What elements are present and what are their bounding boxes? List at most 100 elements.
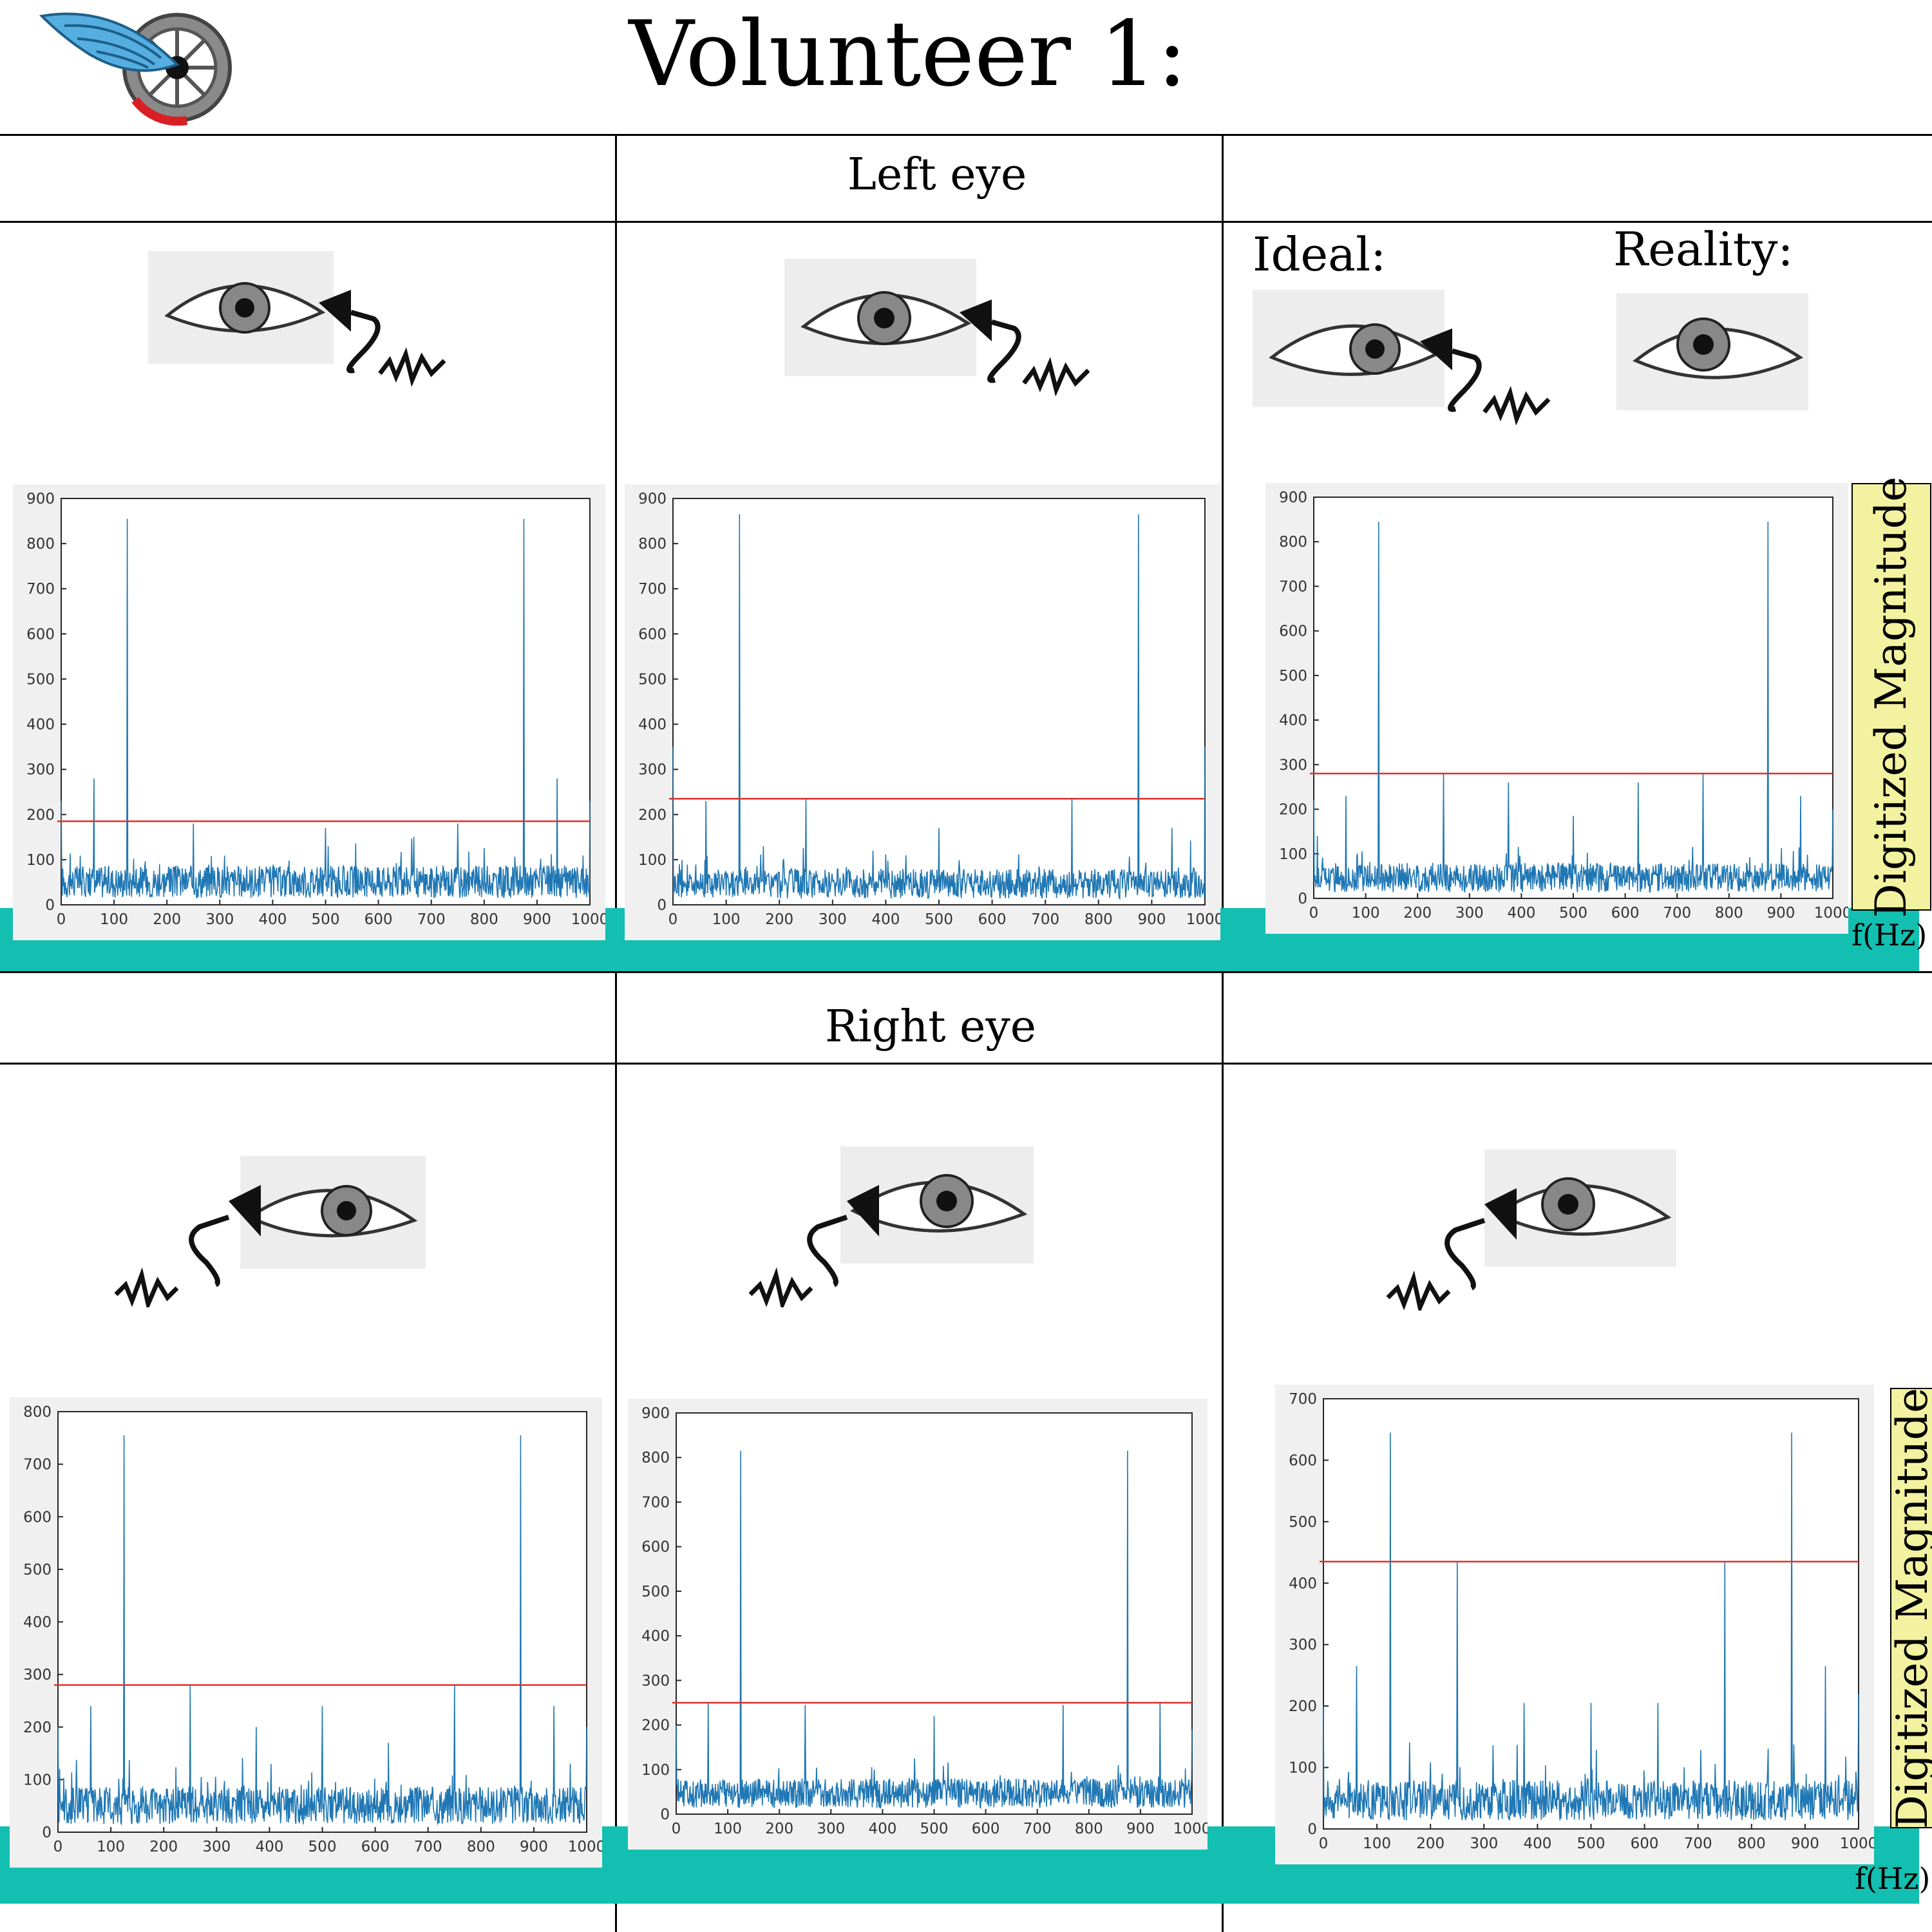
x-tick-label: 500 xyxy=(1559,905,1587,922)
y-tick-label: 700 xyxy=(23,1457,52,1473)
x-tick-label: 1000 xyxy=(568,1839,602,1855)
x-tick-label: 200 xyxy=(149,1839,178,1855)
y-axis-label-text: Digitized Magnitude xyxy=(1888,1387,1932,1829)
spectrum-chart: 0 100 200 300 400 500 600 700 800 900 1000 0 100 200 3… xyxy=(1265,483,1848,934)
y-tick-label: 500 xyxy=(641,1584,670,1600)
eye-icon xyxy=(1253,290,1444,407)
x-tick-label: 700 xyxy=(1023,1821,1052,1837)
y-tick-label: 0 xyxy=(42,1824,52,1841)
x-tick-label: 500 xyxy=(312,911,340,928)
y-tick-label: 900 xyxy=(641,1405,670,1422)
y-tick-label: 900 xyxy=(1279,489,1307,506)
x-tick-label: 800 xyxy=(470,911,498,928)
y-tick-label: 400 xyxy=(23,1615,52,1631)
microphone-icon xyxy=(316,283,457,387)
caption-ideal: Ideal: xyxy=(1253,227,1387,281)
x-tick-label: 900 xyxy=(1137,911,1166,928)
x-tick-label: 0 xyxy=(53,1839,63,1855)
x-tick-label: 100 xyxy=(97,1839,125,1855)
x-tick-label: 300 xyxy=(819,911,847,928)
spectrum-series-line xyxy=(676,1450,1193,1810)
spectrum-series-line xyxy=(1313,522,1833,893)
page-title: Volunteer 1: xyxy=(629,2,1188,107)
y-tick-label: 500 xyxy=(1279,668,1307,685)
spectrum-chart: 0 100 200 300 400 500 600 700 800 900 1000 0 100 200 3… xyxy=(1275,1385,1874,1864)
microphone-icon xyxy=(1417,322,1565,426)
y-tick-label: 600 xyxy=(1279,623,1307,640)
x-tick-label: 200 xyxy=(765,1821,793,1837)
y-tick-label: 300 xyxy=(1279,757,1307,773)
x-tick-label: 400 xyxy=(868,1821,896,1837)
y-tick-label: 100 xyxy=(641,1762,670,1779)
eye-icon xyxy=(240,1156,426,1269)
y-tick-label: 300 xyxy=(23,1667,52,1683)
y-axis-label: Digitized Magnitude xyxy=(1852,476,1931,918)
y-tick-label: 600 xyxy=(23,1509,52,1526)
x-tick-label: 500 xyxy=(1577,1835,1605,1852)
y-tick-label: 0 xyxy=(660,1806,670,1823)
section-label-left-eye: Left eye xyxy=(847,149,1027,200)
spectrum-series-line xyxy=(1323,1432,1859,1822)
microphone-icon xyxy=(956,293,1104,397)
y-tick-label: 200 xyxy=(641,1718,670,1734)
y-tick-label: 600 xyxy=(638,626,667,643)
x-tick-label: 600 xyxy=(1631,1835,1659,1852)
divider xyxy=(615,134,617,971)
y-tick-label: 700 xyxy=(1279,578,1307,595)
x-tick-label: 800 xyxy=(1075,1821,1103,1837)
x-tick-label: 200 xyxy=(765,911,793,928)
spectrum-chart: 0 100 200 300 400 500 600 700 800 900 1000 0 100 200 3… xyxy=(625,484,1220,940)
x-tick-label: 600 xyxy=(972,1821,1000,1837)
y-tick-label: 800 xyxy=(23,1404,52,1421)
y-tick-label: 300 xyxy=(641,1672,670,1689)
x-tick-label: 700 xyxy=(1031,911,1059,928)
y-tick-label: 400 xyxy=(641,1628,670,1645)
spectrum-chart: 0 100 200 300 400 500 600 700 800 900 1000 0 100 200 3… xyxy=(628,1399,1208,1850)
x-tick-label: 300 xyxy=(1455,905,1484,922)
x-tick-label: 100 xyxy=(714,1821,742,1837)
y-tick-label: 300 xyxy=(1289,1637,1317,1654)
x-tick-label: 0 xyxy=(57,911,66,928)
x-tick-label: 900 xyxy=(523,911,551,928)
x-tick-label: 400 xyxy=(871,911,900,928)
x-tick-label: 300 xyxy=(817,1821,845,1837)
x-tick-label: 800 xyxy=(1084,911,1113,928)
y-tick-label: 500 xyxy=(23,1562,52,1578)
x-tick-label: 700 xyxy=(1684,1835,1712,1852)
y-tick-label: 100 xyxy=(1279,846,1307,863)
y-tick-label: 600 xyxy=(1289,1452,1317,1469)
y-tick-label: 600 xyxy=(26,626,55,643)
y-tick-label: 100 xyxy=(23,1772,52,1788)
divider xyxy=(615,971,617,1932)
y-tick-label: 300 xyxy=(26,762,55,779)
y-tick-label: 800 xyxy=(26,536,55,553)
x-tick-label: 100 xyxy=(1352,905,1380,922)
y-tick-label: 0 xyxy=(1307,1821,1317,1838)
x-tick-label: 0 xyxy=(672,1821,681,1837)
x-tick-label: 600 xyxy=(361,1839,390,1855)
section-label-right-eye: Right eye xyxy=(824,1001,1037,1052)
divider xyxy=(0,1063,1932,1065)
x-tick-label: 800 xyxy=(1738,1835,1766,1852)
y-tick-label: 400 xyxy=(1289,1575,1317,1592)
x-tick-label: 600 xyxy=(365,911,393,928)
y-tick-label: 0 xyxy=(657,897,667,914)
x-tick-label: 200 xyxy=(1403,905,1432,922)
x-tick-label: 800 xyxy=(467,1839,495,1855)
x-tick-label: 1000 xyxy=(571,911,605,928)
microphone-icon xyxy=(747,1179,882,1312)
y-tick-label: 100 xyxy=(638,852,667,869)
x-tick-label: 1000 xyxy=(1840,1835,1874,1852)
spectrum-chart: 0 100 200 300 400 500 600 700 800 900 1000 0 100 200 3… xyxy=(10,1397,602,1868)
x-tick-label: 900 xyxy=(1791,1835,1819,1852)
x-tick-label: 200 xyxy=(1416,1835,1444,1852)
y-tick-label: 200 xyxy=(26,807,55,824)
y-tick-label: 200 xyxy=(23,1719,52,1736)
x-tick-label: 700 xyxy=(417,911,446,928)
spectrum-series-line xyxy=(672,514,1206,900)
wheel-logo-icon xyxy=(39,3,232,126)
microphone-icon xyxy=(109,1179,264,1312)
y-tick-label: 700 xyxy=(26,581,55,598)
divider xyxy=(0,221,1932,223)
x-tick-label: 400 xyxy=(1507,905,1535,922)
